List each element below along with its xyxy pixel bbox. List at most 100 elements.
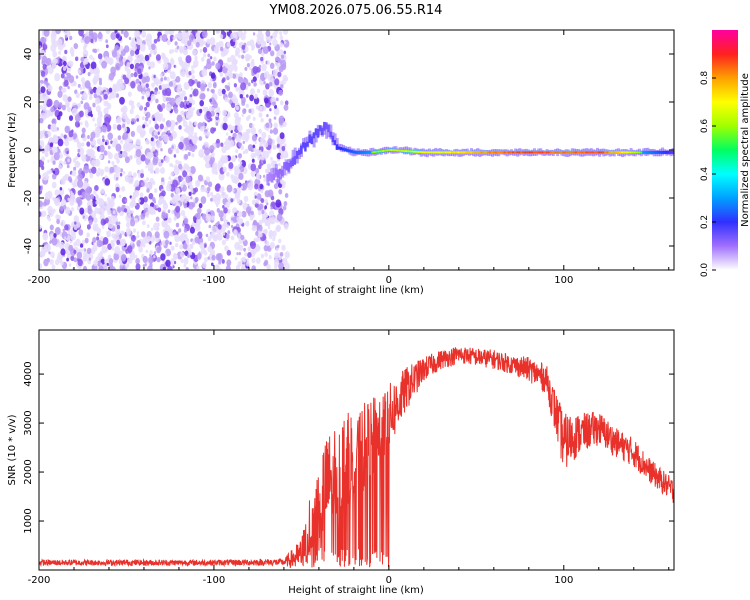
noise-blob xyxy=(83,102,90,111)
track-core xyxy=(638,151,641,154)
noise-blob xyxy=(89,149,95,158)
noise-blob xyxy=(274,78,280,86)
noise-blob xyxy=(210,127,215,134)
noise-blob xyxy=(103,93,108,100)
noise-blob xyxy=(234,212,238,217)
noise-blob xyxy=(88,257,92,261)
noise-blob xyxy=(257,210,262,216)
noise-blob xyxy=(210,191,214,197)
noise-blob xyxy=(149,50,153,54)
noise-blob xyxy=(115,63,121,71)
noise-blob xyxy=(227,124,233,132)
noise-blob xyxy=(98,81,103,86)
noise-blob xyxy=(269,129,273,134)
noise-blob xyxy=(134,202,137,206)
noise-blob xyxy=(39,159,44,168)
noise-blob xyxy=(77,83,81,88)
noise-blob xyxy=(235,47,241,55)
track-core xyxy=(392,149,395,152)
noise-blob xyxy=(97,167,101,172)
noise-blob xyxy=(153,222,159,231)
noise-blob xyxy=(200,126,204,132)
x-tick-label: 100 xyxy=(554,575,573,586)
track-core xyxy=(528,151,532,154)
noise-blob xyxy=(124,156,130,164)
noise-blob xyxy=(73,215,80,223)
noise-blob xyxy=(156,246,162,254)
noise-blob xyxy=(141,116,145,121)
noise-blob xyxy=(117,135,122,141)
noise-blob xyxy=(185,175,191,184)
noise-blob xyxy=(81,154,87,162)
noise-blob xyxy=(247,128,251,134)
noise-blob xyxy=(126,68,131,75)
noise-blob xyxy=(214,183,221,192)
noise-blob xyxy=(170,171,174,177)
noise-blob xyxy=(88,95,93,100)
noise-blob xyxy=(153,255,156,259)
noise-blob xyxy=(139,192,144,198)
noise-blob xyxy=(150,43,156,51)
noise-blob xyxy=(93,217,98,224)
x-tick-label: -200 xyxy=(28,275,51,286)
spectrogram-y-axis: -40 -20 0 20 40 xyxy=(23,48,674,254)
noise-blob xyxy=(135,138,141,146)
noise-blob xyxy=(253,152,257,158)
noise-blob xyxy=(73,257,78,263)
noise-blob xyxy=(245,220,250,227)
noise-blob xyxy=(134,179,140,187)
noise-blob xyxy=(108,262,113,269)
noise-blob xyxy=(270,206,273,210)
track-body xyxy=(356,150,360,154)
spectrogram-noise xyxy=(39,30,290,270)
noise-blob xyxy=(49,211,52,215)
noise-blob xyxy=(64,224,69,231)
noise-blob xyxy=(269,42,272,46)
noise-blob xyxy=(245,261,250,267)
noise-blob xyxy=(112,123,118,130)
noise-blob xyxy=(97,53,103,60)
noise-blob xyxy=(190,87,193,91)
noise-blob xyxy=(249,94,255,102)
noise-blob xyxy=(252,199,256,205)
noise-blob xyxy=(145,138,150,145)
track-core xyxy=(535,151,538,154)
noise-blob xyxy=(199,242,205,250)
noise-blob xyxy=(162,220,168,228)
noise-blob xyxy=(136,37,143,46)
noise-blob xyxy=(281,63,287,71)
noise-blob xyxy=(282,205,287,211)
noise-blob xyxy=(41,60,45,66)
track-halo xyxy=(276,172,280,184)
noise-blob xyxy=(144,263,147,267)
noise-blob xyxy=(63,79,69,87)
noise-blob xyxy=(39,117,44,124)
noise-blob xyxy=(88,219,93,225)
noise-blob xyxy=(149,263,153,268)
noise-blob xyxy=(78,229,84,236)
noise-blob xyxy=(192,38,197,45)
noise-blob xyxy=(96,116,102,124)
noise-blob xyxy=(149,168,154,174)
noise-blob xyxy=(178,125,182,130)
noise-blob xyxy=(164,155,170,163)
noise-blob xyxy=(237,211,243,218)
noise-blob xyxy=(279,252,284,257)
noise-blob xyxy=(241,264,247,270)
noise-blob xyxy=(136,125,143,134)
noise-blob xyxy=(157,131,160,135)
noise-blob xyxy=(191,79,195,85)
noise-blob xyxy=(45,57,52,66)
noise-blob xyxy=(127,91,132,97)
noise-blob xyxy=(57,215,61,220)
noise-blob xyxy=(65,208,71,215)
noise-blob xyxy=(192,49,197,56)
noise-blob xyxy=(98,240,104,247)
noise-blob xyxy=(252,219,258,226)
noise-blob xyxy=(93,155,96,160)
noise-blob xyxy=(142,91,146,96)
track-halo xyxy=(272,167,276,178)
colorbar-tick-label: 0.4 xyxy=(700,167,710,182)
noise-blob xyxy=(251,265,256,270)
noise-blob xyxy=(211,262,214,267)
